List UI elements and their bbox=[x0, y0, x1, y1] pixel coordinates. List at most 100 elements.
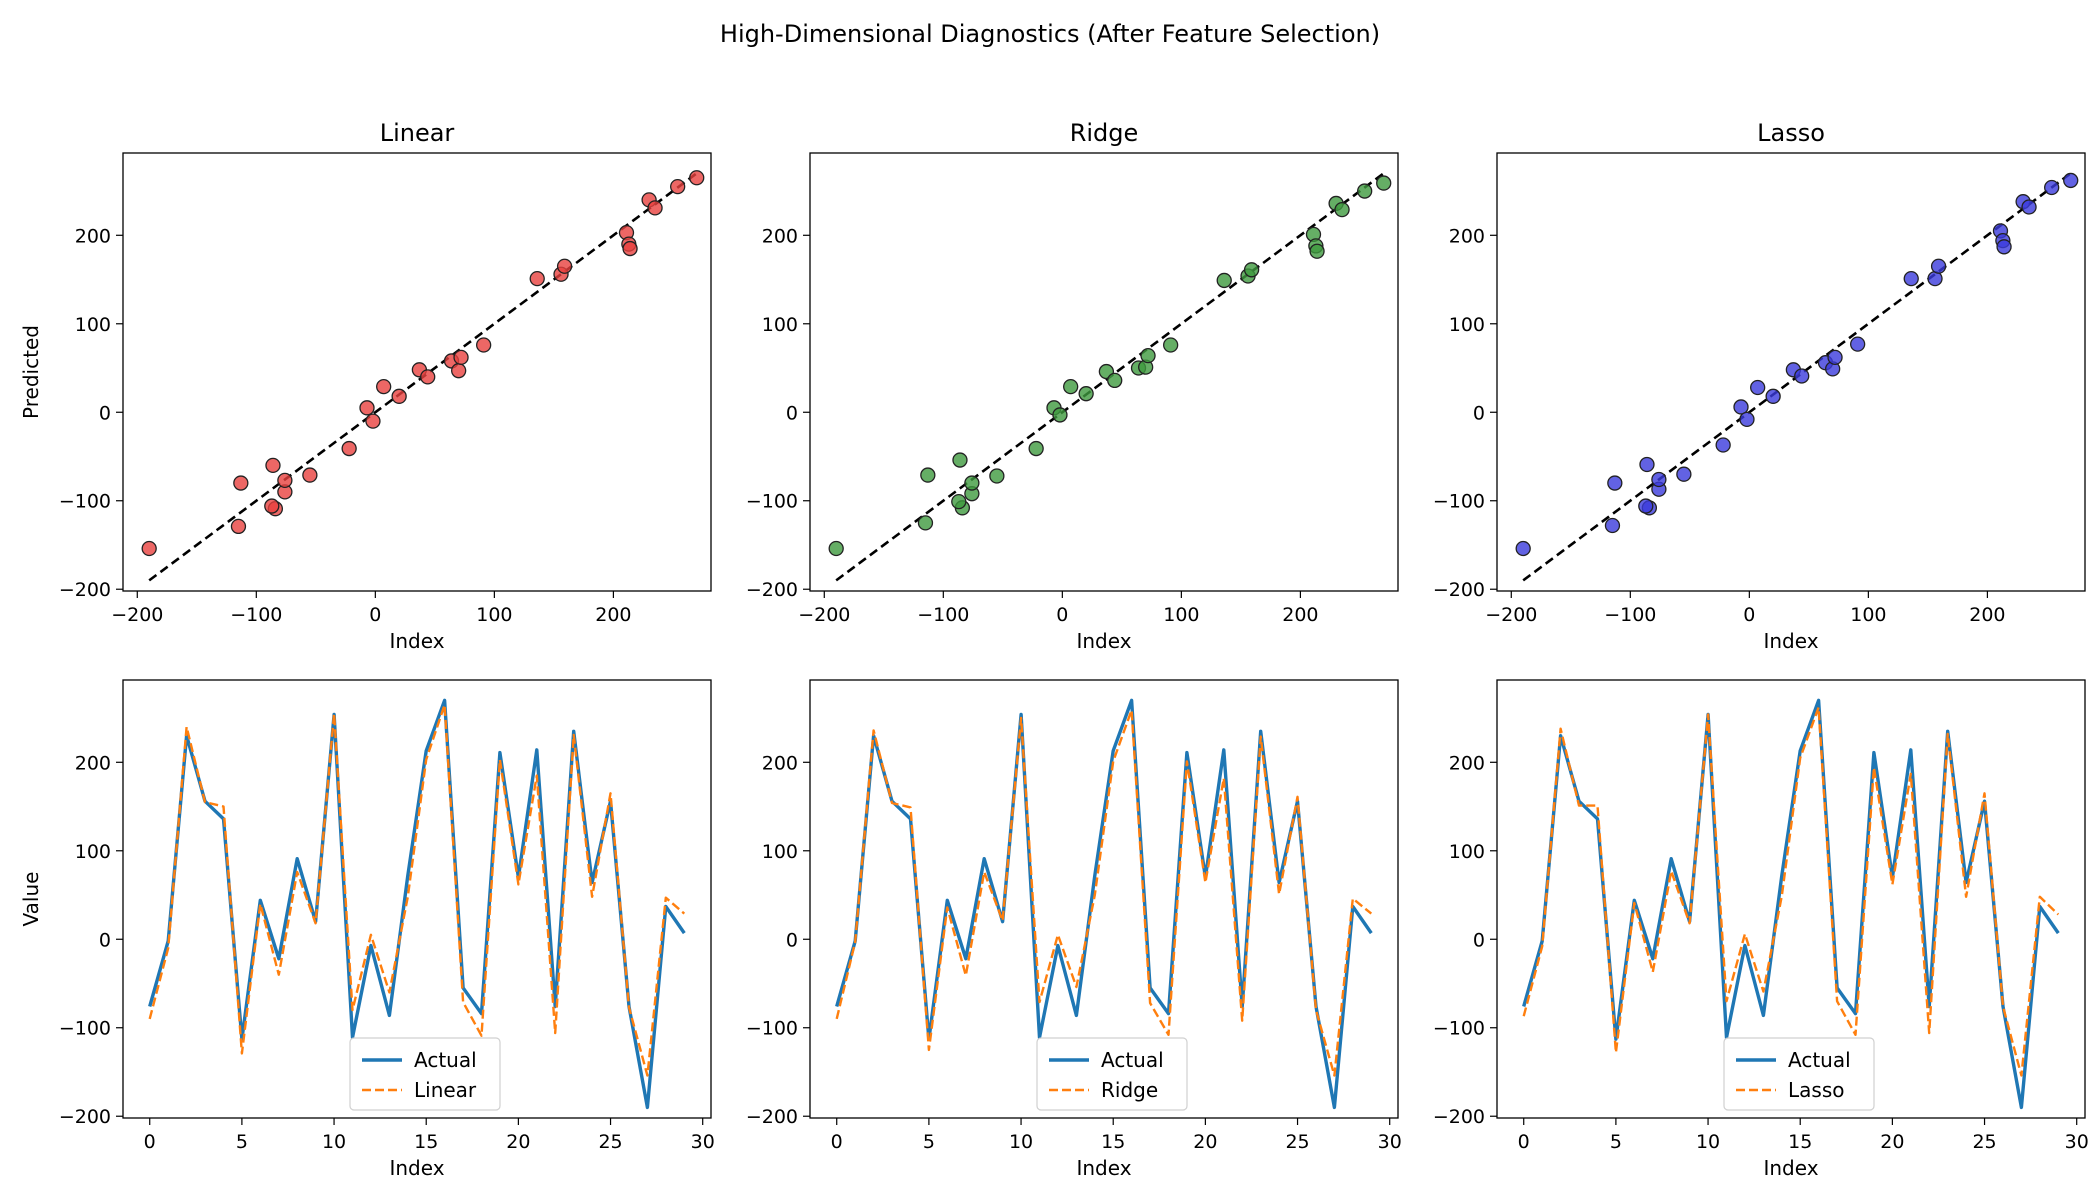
series-line-actual bbox=[835, 698, 1373, 1110]
legend-label: Actual bbox=[1101, 1048, 1164, 1072]
scatter-point bbox=[1607, 475, 1623, 491]
scatter-point bbox=[1765, 388, 1781, 404]
scatter-point bbox=[1028, 440, 1044, 457]
scatter-point bbox=[670, 178, 686, 195]
x-axis-label: Index bbox=[1076, 629, 1131, 653]
chart-scatter-linear: −200 −100 0 100 200 −200 −100 0 100 200 Linear Inde… bbox=[19, 119, 712, 653]
scatter-point bbox=[951, 493, 967, 510]
x-tick-label: 10 bbox=[1009, 1131, 1033, 1153]
scatter-point bbox=[365, 413, 381, 429]
scatter-point bbox=[622, 240, 638, 257]
scatter-point bbox=[1309, 243, 1325, 259]
x-tick-label: 0 bbox=[369, 604, 381, 626]
scatter-point bbox=[1376, 175, 1392, 191]
x-axis-label: Index bbox=[1763, 1156, 1818, 1180]
plot-area bbox=[835, 698, 1373, 1110]
y-tick-label: 200 bbox=[75, 752, 111, 774]
x-tick-label: −100 bbox=[917, 604, 969, 626]
scatter-point bbox=[1930, 258, 1947, 274]
scatter-point bbox=[920, 467, 936, 483]
plot-area bbox=[828, 172, 1392, 582]
y-tick-label: −100 bbox=[746, 1018, 798, 1040]
scatter-point bbox=[453, 349, 469, 366]
scatter-point bbox=[1715, 437, 1731, 453]
plot-area bbox=[1515, 172, 2079, 582]
y-axis-label: Predicted bbox=[19, 325, 43, 419]
scatter-point bbox=[233, 475, 249, 491]
scatter-point bbox=[2044, 179, 2060, 196]
axes-title: Ridge bbox=[1070, 119, 1139, 147]
x-tick-label: 100 bbox=[476, 604, 512, 626]
scatter-point bbox=[1794, 368, 1810, 384]
y-tick-label: 0 bbox=[786, 929, 798, 951]
scatter-point bbox=[964, 475, 980, 491]
scatter-point bbox=[952, 452, 968, 468]
y-tick-label: 0 bbox=[786, 402, 798, 424]
chart-line-linear: 0 5 10 15 20 25 30 −200 −100 0 100 200 Actual Linear I… bbox=[19, 679, 715, 1180]
y-tick-label: −100 bbox=[59, 1018, 111, 1040]
y-tick-label: 200 bbox=[1449, 225, 1485, 247]
x-tick-label: 15 bbox=[414, 1131, 438, 1153]
legend-label: Ridge bbox=[1101, 1078, 1158, 1102]
scatter-point bbox=[689, 170, 705, 186]
series-line-linear bbox=[148, 703, 686, 1077]
x-tick-label: 200 bbox=[595, 604, 631, 626]
axes-title: Lasso bbox=[1757, 119, 1825, 147]
y-tick-label: 200 bbox=[1449, 752, 1485, 774]
x-tick-label: 30 bbox=[2065, 1131, 2089, 1153]
chart-scatter-ridge: −200 −100 0 100 200 −200 −100 0 100 200 Ridge Index bbox=[746, 119, 1399, 653]
scatter-point bbox=[277, 472, 293, 489]
y-tick-label: −100 bbox=[746, 491, 798, 513]
legend-label: Actual bbox=[414, 1048, 477, 1072]
y-tick-label: 200 bbox=[762, 225, 798, 247]
y-tick-label: 100 bbox=[1449, 314, 1485, 336]
scatter-point bbox=[1163, 337, 1179, 353]
x-tick-label: 20 bbox=[506, 1131, 530, 1153]
y-tick-label: −100 bbox=[1433, 491, 1485, 513]
scatter-point bbox=[1676, 466, 1692, 482]
legend-box bbox=[349, 1037, 501, 1111]
scatter-point bbox=[1140, 347, 1156, 364]
x-tick-label: 100 bbox=[1163, 604, 1199, 626]
scatter-point bbox=[341, 440, 357, 457]
y-tick-label: −200 bbox=[59, 579, 111, 601]
legend: Actual Linear bbox=[349, 1037, 501, 1111]
scatter-point bbox=[1334, 201, 1350, 218]
scatter-point bbox=[1078, 386, 1094, 402]
scatter-point bbox=[647, 200, 663, 216]
y-tick-label: 0 bbox=[1473, 402, 1485, 424]
scatter-point bbox=[1604, 517, 1621, 534]
x-tick-label: 0 bbox=[1743, 604, 1755, 626]
chart-line-ridge: 0 5 10 15 20 25 30 −200 −100 0 100 200 Actual Ridge In… bbox=[746, 679, 1402, 1180]
scatter-point bbox=[391, 388, 407, 404]
charts-grid: −200 −100 0 100 200−200−1000100200LinearInde… bbox=[19, 119, 2089, 1180]
x-tick-label: 25 bbox=[598, 1131, 622, 1153]
x-tick-label: 100 bbox=[1850, 604, 1886, 626]
x-axis-label: Index bbox=[389, 1156, 444, 1180]
scatter-point bbox=[1750, 379, 1766, 396]
x-tick-label: −200 bbox=[1485, 604, 1537, 626]
y-tick-label: 100 bbox=[762, 841, 798, 863]
x-tick-label: 5 bbox=[236, 1131, 248, 1153]
x-tick-label: 5 bbox=[923, 1131, 935, 1153]
scatter-point bbox=[1243, 262, 1260, 278]
y-tick-label: 200 bbox=[75, 225, 111, 247]
scatter-point bbox=[302, 467, 318, 483]
x-tick-label: −200 bbox=[798, 604, 850, 626]
x-tick-label: −100 bbox=[1604, 604, 1656, 626]
legend-box bbox=[1723, 1037, 1875, 1111]
x-tick-label: 25 bbox=[1285, 1131, 1309, 1153]
scatter-point bbox=[828, 540, 844, 557]
axes-title: Linear bbox=[380, 119, 455, 147]
y-tick-label: −100 bbox=[1433, 1018, 1485, 1040]
axes-frame bbox=[809, 679, 1399, 1119]
plot-area bbox=[141, 170, 705, 582]
x-tick-label: 20 bbox=[1880, 1131, 1904, 1153]
y-tick-label: −200 bbox=[746, 1106, 798, 1128]
scatter-point bbox=[265, 457, 281, 474]
scatter-point bbox=[1651, 471, 1667, 488]
figure-suptitle: High-Dimensional Diagnostics (After Feat… bbox=[720, 20, 1380, 48]
scatter-point bbox=[1357, 183, 1373, 199]
